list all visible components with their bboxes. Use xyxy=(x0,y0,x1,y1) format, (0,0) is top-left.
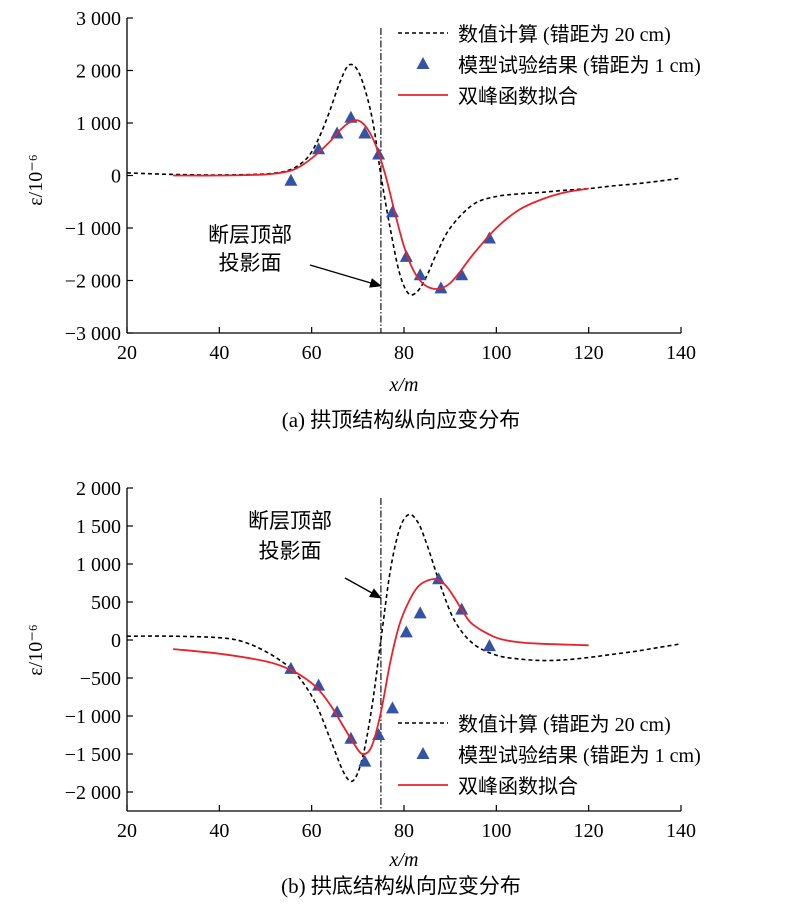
y-tick-label: 1 500 xyxy=(76,516,121,538)
legend-marker-triangle xyxy=(416,57,430,69)
legend-label: 数值计算 (错距为 20 cm) xyxy=(458,713,671,736)
chart-caption: (a) 拱顶结构纵向应变分布 xyxy=(282,408,521,432)
chart-caption: (b) 拱底结构纵向应变分布 xyxy=(281,874,521,898)
x-tick-label: 20 xyxy=(117,342,137,364)
y-tick-label: −1 000 xyxy=(65,218,121,240)
y-tick-label: 3 000 xyxy=(76,8,121,30)
x-tick-label: 100 xyxy=(481,342,511,364)
data-point-triangle xyxy=(455,268,469,281)
y-tick-label: 2 000 xyxy=(76,61,121,83)
x-axis-label: x/m xyxy=(389,374,419,396)
data-point-triangle xyxy=(358,754,372,767)
x-tick-label: 100 xyxy=(481,820,511,842)
y-tick-label: 0 xyxy=(111,166,121,188)
y-axis-label: ε/10⁻⁶ xyxy=(25,154,47,206)
data-point-triangle xyxy=(482,231,496,244)
y-tick-label: 2 000 xyxy=(76,478,121,500)
annotation-arrow xyxy=(309,264,382,288)
legend-marker-triangle xyxy=(416,747,430,759)
y-tick-label: 1 000 xyxy=(76,554,121,576)
x-tick-label: 40 xyxy=(209,820,229,842)
y-tick-label: −1 000 xyxy=(65,706,121,728)
legend: 数值计算 (错距为 20 cm) 模型试验结果 (错距为 1 cm) 双峰函数拟合 xyxy=(398,23,701,108)
legend-label: 双峰函数拟合 xyxy=(458,775,578,798)
annotation-text: 断层顶部 xyxy=(248,509,332,533)
legend-label: 模型试验结果 (错距为 1 cm) xyxy=(458,744,701,767)
series-line-numerical xyxy=(126,63,682,296)
series-line-fit xyxy=(173,119,589,290)
x-tick-label: 120 xyxy=(574,820,604,842)
series-line-fit xyxy=(173,578,589,756)
y-tick-label: 1 000 xyxy=(76,113,121,135)
x-tick-label: 120 xyxy=(574,342,604,364)
y-tick-label: −2 000 xyxy=(65,782,121,804)
y-tick-label: −1 500 xyxy=(65,744,121,766)
data-point-triangle xyxy=(312,678,326,691)
x-tick-label: 140 xyxy=(666,820,696,842)
y-tick-label: 500 xyxy=(91,592,121,614)
legend-label: 模型试验结果 (错距为 1 cm) xyxy=(458,54,701,77)
x-tick-label: 20 xyxy=(117,820,137,842)
x-tick-label: 40 xyxy=(209,342,229,364)
data-point-triangle xyxy=(358,126,372,139)
data-point-triangle xyxy=(385,205,399,218)
data-point-triangle xyxy=(284,173,298,186)
data-point-triangle xyxy=(312,142,326,155)
annotation-arrow xyxy=(344,577,382,599)
y-tick-label: −2 000 xyxy=(65,271,121,293)
legend-label: 数值计算 (错距为 20 cm) xyxy=(458,23,671,46)
data-point-triangle xyxy=(399,625,413,638)
chart-panel-b: 20 40 60 80 100 120 140 2 000 1 500 1 000 500 0 −500… xyxy=(25,478,701,898)
annotation-text: 投影面 xyxy=(259,539,322,563)
x-tick-label: 140 xyxy=(666,342,696,364)
y-tick-label: 0 xyxy=(111,630,121,652)
annotation-text: 断层顶部 xyxy=(208,223,292,247)
data-point-triangle xyxy=(482,639,496,652)
x-tick-label: 80 xyxy=(394,820,414,842)
y-axis-label: ε/10⁻⁶ xyxy=(25,624,47,676)
x-tick-label: 80 xyxy=(394,342,414,364)
data-point-triangle xyxy=(434,281,448,294)
y-tick-label: −500 xyxy=(80,668,121,690)
x-tick-label: 60 xyxy=(302,342,322,364)
x-tick-label: 60 xyxy=(302,820,322,842)
data-point-triangle xyxy=(330,705,344,718)
data-point-triangle xyxy=(413,606,427,619)
series-line-numerical xyxy=(126,513,682,783)
y-tick-label: −3 000 xyxy=(65,323,121,345)
x-axis-label: x/m xyxy=(389,849,419,871)
annotation-text: 投影面 xyxy=(219,251,282,275)
legend-label: 双峰函数拟合 xyxy=(458,85,578,108)
chart-panel-a: 20 40 60 80 100 120 140 3 000 2 000 1 000 0 −1 000 −… xyxy=(25,8,701,432)
data-point-triangle xyxy=(385,701,399,714)
legend: 数值计算 (错距为 20 cm) 模型试验结果 (错距为 1 cm) 双峰函数拟合 xyxy=(398,713,701,798)
